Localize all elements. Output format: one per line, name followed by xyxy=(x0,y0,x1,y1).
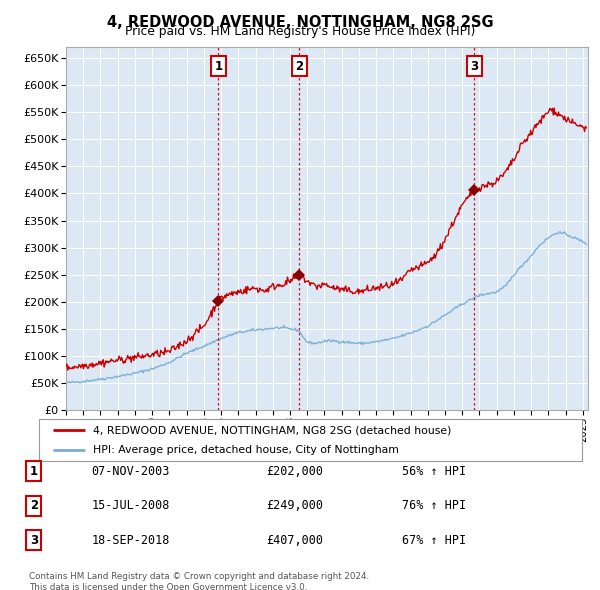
Text: Price paid vs. HM Land Registry's House Price Index (HPI): Price paid vs. HM Land Registry's House … xyxy=(125,25,475,38)
Text: HPI: Average price, detached house, City of Nottingham: HPI: Average price, detached house, City… xyxy=(94,445,399,455)
Text: 2: 2 xyxy=(30,499,38,512)
Text: 3: 3 xyxy=(30,534,38,547)
Text: 07-NOV-2003: 07-NOV-2003 xyxy=(91,465,170,478)
Text: 76% ↑ HPI: 76% ↑ HPI xyxy=(401,499,466,512)
Text: 2: 2 xyxy=(295,60,304,73)
Text: 67% ↑ HPI: 67% ↑ HPI xyxy=(401,534,466,547)
Text: 3: 3 xyxy=(470,60,479,73)
Text: 15-JUL-2008: 15-JUL-2008 xyxy=(91,499,170,512)
Text: 56% ↑ HPI: 56% ↑ HPI xyxy=(401,465,466,478)
Text: £202,000: £202,000 xyxy=(266,465,323,478)
Text: 4, REDWOOD AVENUE, NOTTINGHAM, NG8 2SG: 4, REDWOOD AVENUE, NOTTINGHAM, NG8 2SG xyxy=(107,15,493,30)
Text: 1: 1 xyxy=(30,465,38,478)
Text: £407,000: £407,000 xyxy=(266,534,323,547)
Text: £249,000: £249,000 xyxy=(266,499,323,512)
Text: 18-SEP-2018: 18-SEP-2018 xyxy=(91,534,170,547)
Text: Contains HM Land Registry data © Crown copyright and database right 2024.
This d: Contains HM Land Registry data © Crown c… xyxy=(29,572,370,590)
FancyBboxPatch shape xyxy=(39,419,582,461)
Text: 4, REDWOOD AVENUE, NOTTINGHAM, NG8 2SG (detached house): 4, REDWOOD AVENUE, NOTTINGHAM, NG8 2SG (… xyxy=(94,425,452,435)
Text: 1: 1 xyxy=(214,60,223,73)
